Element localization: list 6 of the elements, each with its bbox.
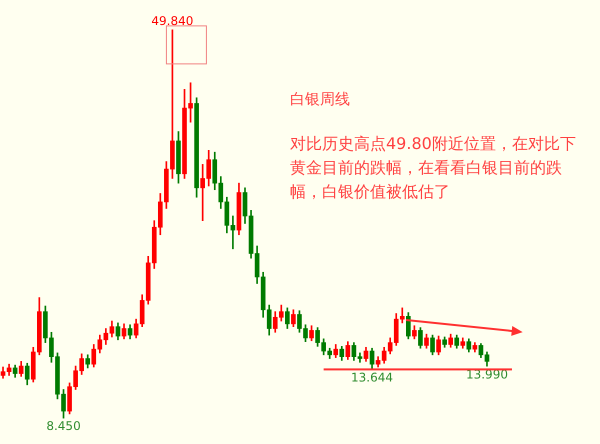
annotation: 对比历史高点49.80附近位置，在对比下黄金目前的跌幅，在看看白银目前的跌幅，白银价值被低估了: [290, 133, 577, 203]
annotation: 8.450: [46, 419, 81, 434]
annotation: 13.644: [351, 370, 394, 385]
annotation: 13.990: [466, 367, 508, 382]
annotation: 白银周线: [290, 90, 350, 109]
annotation: 49.840: [151, 14, 194, 28]
